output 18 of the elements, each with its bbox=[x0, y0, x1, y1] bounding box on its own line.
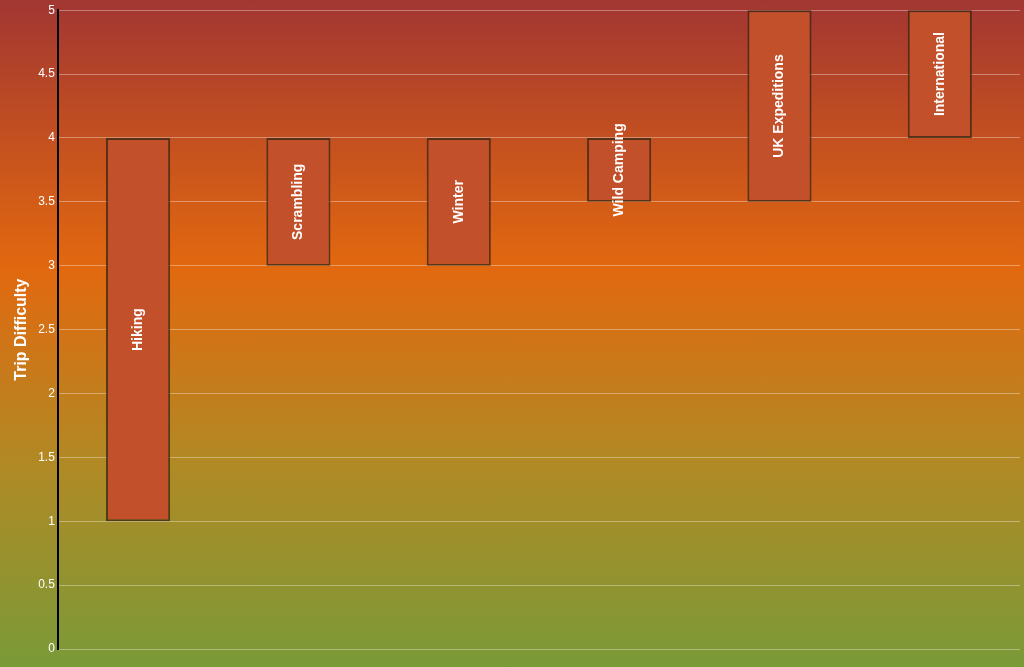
y-tick-label: 5 bbox=[48, 2, 56, 17]
y-tick-label: 3 bbox=[48, 258, 56, 273]
x-tick-label: International bbox=[930, 32, 947, 117]
y-axis-title: Trip Difficulty bbox=[12, 278, 30, 381]
y-tick-label: 2.5 bbox=[38, 321, 56, 336]
y-tick-label: 3.5 bbox=[38, 194, 56, 209]
x-tick-label: Wild Camping bbox=[609, 123, 626, 217]
x-tick-label: Scrambling bbox=[289, 163, 306, 240]
x-tick-label: UK Expeditions bbox=[770, 54, 787, 158]
y-tick-label: 4 bbox=[48, 130, 56, 145]
y-tick-label: 1 bbox=[48, 513, 56, 528]
y-tick-label: 1.5 bbox=[38, 449, 56, 464]
y-tick-label: 0.5 bbox=[38, 577, 56, 592]
y-tick-label: 2 bbox=[48, 385, 56, 400]
y-tick-label: 0 bbox=[48, 641, 56, 656]
x-tick-label: Winter bbox=[449, 179, 466, 224]
x-tick-label: Hiking bbox=[128, 308, 145, 351]
y-tick-label: 4.5 bbox=[38, 66, 56, 81]
